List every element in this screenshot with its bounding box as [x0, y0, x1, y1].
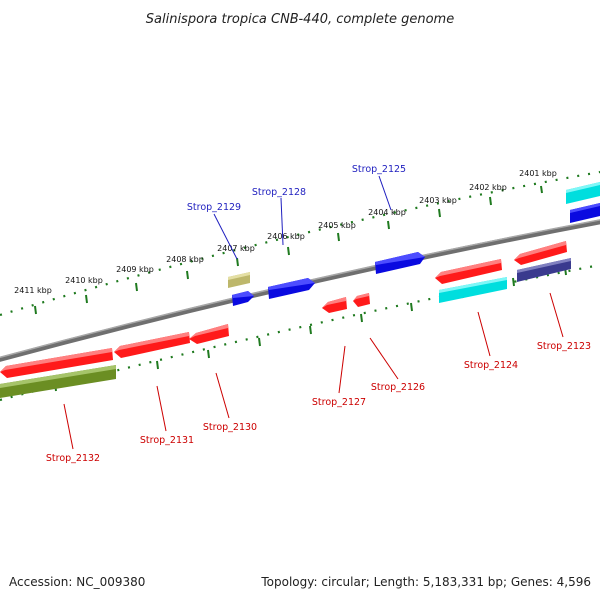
kbp-tick — [287, 246, 290, 256]
gene-label-strop-2127[interactable]: Strop_2127 — [312, 397, 366, 408]
leader-line — [378, 175, 392, 211]
kbp-tick — [34, 305, 37, 315]
gene-label-strop-2125[interactable]: Strop_2125 — [352, 164, 406, 175]
gene-feature-strop-2132-olive[interactable] — [0, 365, 116, 398]
kbp-tick — [207, 349, 210, 359]
leader-line — [215, 372, 230, 419]
gene-feature-strop-2123-purple[interactable] — [517, 258, 571, 282]
upper-major-ticks — [34, 185, 543, 315]
topology-label: Topology: circular; Length: 5,183,331 bp… — [260, 575, 591, 589]
kbp-tick — [135, 282, 138, 292]
gene-feature-strop-2127[interactable] — [322, 297, 347, 313]
kbp-label: 2401 kbp — [519, 169, 557, 178]
leader-line — [280, 197, 284, 246]
gene-feature-khaki[interactable] — [228, 272, 250, 288]
kbp-label: 2407 kbp — [217, 244, 255, 253]
kbp-tick — [309, 325, 312, 335]
gene-label-strop-2129[interactable]: Strop_2129 — [187, 202, 241, 213]
gene-feature-strop-2123-red[interactable] — [514, 241, 567, 265]
kbp-tick — [360, 313, 363, 323]
gene-feature-strop-2125[interactable] — [375, 252, 425, 274]
kbp-tick — [540, 185, 543, 194]
gene-feature-strop-2132-red[interactable] — [0, 348, 113, 378]
kbp-tick — [410, 302, 413, 312]
gene-labels: Strop_2125 Strop_2128 Strop_2129 Strop_2… — [46, 164, 591, 464]
gene-feature-strop-2126[interactable] — [353, 293, 370, 307]
kbp-labels: 2401 kbp 2402 kbp 2403 kbp 2404 kbp 2405… — [14, 169, 557, 295]
reverse-strand-genes — [0, 241, 571, 398]
gene-feature-strop-2124-red[interactable] — [435, 259, 502, 284]
leader-line — [63, 403, 74, 450]
forward-strand-genes — [228, 182, 600, 306]
kbp-label: 2410 kbp — [65, 276, 103, 285]
kbp-tick — [156, 360, 159, 370]
kbp-tick — [236, 257, 239, 267]
kbp-tick — [85, 294, 88, 304]
kbp-tick — [512, 277, 515, 287]
gene-feature-strop-2130[interactable] — [189, 324, 229, 344]
gene-label-strop-2128[interactable]: Strop_2128 — [252, 187, 306, 198]
kbp-tick — [337, 232, 340, 242]
leader-line — [549, 292, 564, 338]
kbp-label: 2406 kbp — [267, 232, 305, 241]
kbp-label: 2403 kbp — [419, 196, 457, 205]
leader-line — [213, 213, 238, 260]
gene-feature-blue-forward[interactable] — [570, 203, 600, 223]
gene-label-strop-2126[interactable]: Strop_2126 — [371, 382, 425, 393]
gene-feature-strop-2131[interactable] — [114, 332, 190, 358]
accession-label: Accession: NC_009380 — [9, 575, 145, 589]
gene-label-strop-2132[interactable]: Strop_2132 — [46, 453, 100, 464]
gene-feature-strop-2124-cyan[interactable] — [439, 277, 507, 303]
gene-feature-strop-2128[interactable] — [268, 278, 315, 299]
kbp-tick — [489, 196, 492, 206]
kbp-label: 2411 kbp — [14, 286, 52, 295]
leader-line — [156, 385, 167, 432]
gene-feature-strop-2129[interactable] — [232, 291, 254, 306]
gene-label-strop-2124[interactable]: Strop_2124 — [464, 360, 518, 371]
gene-label-strop-2130[interactable]: Strop_2130 — [203, 422, 257, 433]
gene-feature-cyan-forward[interactable] — [566, 182, 600, 204]
kbp-label: 2408 kbp — [166, 255, 204, 264]
gene-label-strop-2131[interactable]: Strop_2131 — [140, 435, 194, 446]
gene-label-strop-2123[interactable]: Strop_2123 — [537, 341, 591, 352]
kbp-label: 2402 kbp — [469, 183, 507, 192]
kbp-label: 2404 kbp — [368, 208, 406, 217]
leader-line — [338, 345, 346, 394]
kbp-tick — [387, 220, 390, 230]
kbp-label: 2405 kbp — [318, 221, 356, 230]
kbp-label: 2409 kbp — [116, 265, 154, 274]
leader-line — [477, 311, 491, 357]
map-title: Salinispora tropica CNB-440, complete ge… — [146, 12, 454, 27]
kbp-tick — [186, 270, 189, 280]
leader-lines — [63, 175, 564, 450]
kbp-tick — [438, 208, 441, 218]
leader-line — [369, 337, 399, 380]
lower-scale-track — [0, 263, 600, 402]
kbp-tick — [258, 337, 261, 347]
